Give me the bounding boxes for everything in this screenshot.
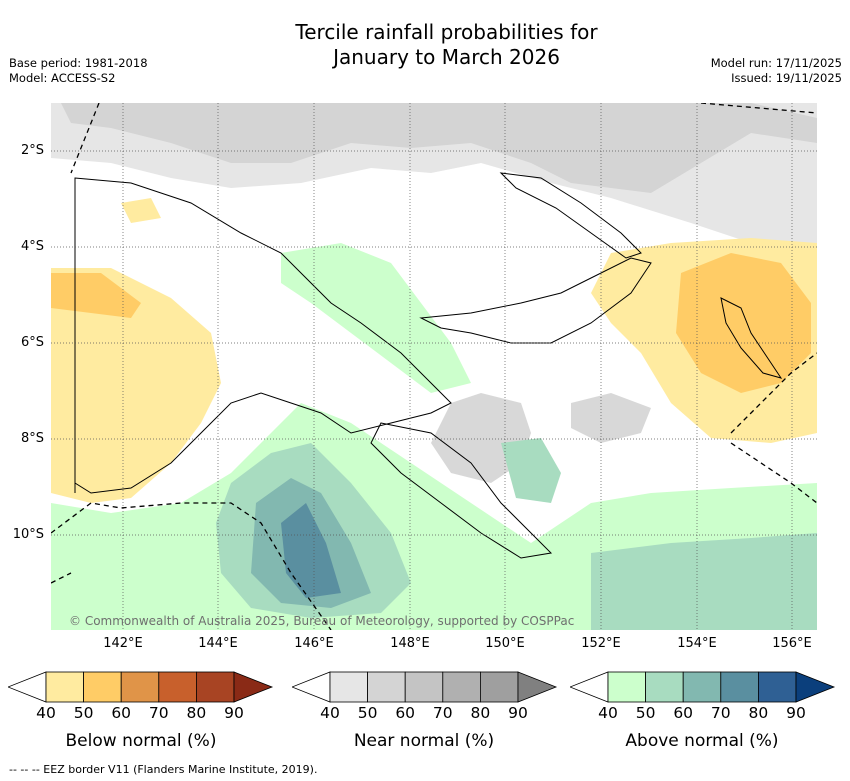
cbar-above-tick-90: 90 <box>786 704 806 722</box>
cbar-above-tick-60: 60 <box>673 704 694 722</box>
cbar-above-arrow-left <box>570 671 609 703</box>
cbar-near-tick-60: 60 <box>395 704 416 722</box>
new-guinea-outline <box>74 177 452 494</box>
colorbar-near <box>292 671 558 703</box>
cbar-near-bin-50 <box>367 671 406 703</box>
eez-border <box>51 103 817 630</box>
above-normal-50-patch <box>501 438 561 503</box>
lon-label-154e: 154°E <box>677 636 717 651</box>
new-ireland-outline <box>499 172 642 259</box>
above-normal-70-south <box>281 503 341 598</box>
cbar-near-tick-80: 80 <box>470 704 491 722</box>
cbar-below-bin-50 <box>83 671 122 703</box>
cbar-near-tick-40: 40 <box>320 704 340 722</box>
cbar-above-bin-40 <box>607 671 646 703</box>
base-period: Base period: 1981-2018 <box>9 56 148 70</box>
cbar-near-tick-90: 90 <box>508 704 528 722</box>
lat-label-2s: 2°S <box>20 143 44 158</box>
lon-label-150e: 150°E <box>485 636 525 651</box>
cbar-near-title: Near normal (%) <box>353 731 495 751</box>
below-normal-50-east <box>676 253 811 393</box>
cbar-below-tick-90: 90 <box>224 704 244 722</box>
cbar-above-arrow-right <box>795 671 836 703</box>
cbar-above-tick-70: 70 <box>710 704 731 722</box>
lat-label-6s: 6°S <box>20 335 44 350</box>
cbar-below-tick-60: 60 <box>111 704 132 722</box>
cbar-near-tick-50: 50 <box>357 704 378 722</box>
cbar-below-bin-60 <box>120 671 160 703</box>
lon-label-144e: 144°E <box>198 636 238 651</box>
cbar-below-bin-40 <box>45 671 84 703</box>
issued-date: Issued: 19/11/2025 <box>731 71 842 85</box>
cbar-above-tick-40: 40 <box>598 704 618 722</box>
cbar-near-bin-70 <box>442 671 481 703</box>
cbar-below-bin-70 <box>158 671 197 703</box>
title-line-2: January to March 2026 <box>333 45 560 69</box>
papuan-peninsula-outline <box>370 422 553 559</box>
below-normal-patch <box>121 198 161 223</box>
cbar-below-tick-70: 70 <box>148 704 169 722</box>
colorbar-above <box>570 671 836 703</box>
cbar-near-tick-70: 70 <box>432 704 453 722</box>
above-normal-50-southeast <box>591 533 817 630</box>
bougainville-outline <box>720 297 783 379</box>
model-run: Model run: 17/11/2025 <box>710 56 842 70</box>
model-name: Model: ACCESS-S2 <box>9 71 116 85</box>
lon-label-156e: 156°E <box>772 636 812 651</box>
lat-label-10s: 10°S <box>12 527 44 542</box>
cbar-above-title: Above normal (%) <box>625 731 779 751</box>
cbar-above-bin-50 <box>645 671 684 703</box>
lat-label-8s: 8°S <box>20 431 44 446</box>
lon-label-152e: 152°E <box>581 636 621 651</box>
near-normal-patch-2 <box>571 393 651 443</box>
cbar-above-bin-80 <box>757 671 797 703</box>
cbar-above-bin-60 <box>682 671 722 703</box>
below-normal-40-west <box>51 268 221 503</box>
graticule <box>51 103 817 630</box>
cbar-below-tick-50: 50 <box>73 704 94 722</box>
below-normal-50-west <box>51 273 141 318</box>
new-britain-outline <box>419 257 652 344</box>
copyright-notice: © Commonwealth of Australia 2025, Bureau… <box>69 614 575 628</box>
cbar-below-tick-80: 80 <box>186 704 207 722</box>
meta-right: Model run: 17/11/2025 Issued: 19/11/2025 <box>711 56 842 86</box>
lon-label-148e: 148°E <box>390 636 430 651</box>
chart-title: Tercile rainfall probabilities for Janua… <box>0 20 850 70</box>
cbar-near-bin-60 <box>404 671 444 703</box>
above-normal-40-central <box>281 243 471 393</box>
lat-label-4s: 4°S <box>20 239 44 254</box>
cbar-near-bin-40 <box>329 671 368 703</box>
cbar-above-tick-50: 50 <box>635 704 656 722</box>
cbar-below-arrow-right <box>233 671 274 703</box>
rainfall-map <box>51 103 817 630</box>
lon-label-146e: 146°E <box>294 636 334 651</box>
cbar-near-arrow-right <box>517 671 558 703</box>
cbar-near-bin-80 <box>479 671 519 703</box>
lon-label-142e: 142°E <box>103 636 143 651</box>
cbar-below-arrow-left <box>8 671 47 703</box>
colorbar-below <box>8 671 274 703</box>
cbar-below-bin-80 <box>195 671 235 703</box>
cbar-above-bin-70 <box>720 671 759 703</box>
near-normal-50-region <box>61 103 817 193</box>
eez-footer-note: -- -- -- EEZ border V11 (Flanders Marine… <box>9 763 318 776</box>
cbar-below-tick-40: 40 <box>36 704 56 722</box>
cbar-below-title: Below normal (%) <box>65 731 217 751</box>
title-line-1: Tercile rainfall probabilities for <box>295 20 598 44</box>
cbar-near-arrow-left <box>292 671 331 703</box>
cbar-above-tick-80: 80 <box>748 704 769 722</box>
meta-left: Base period: 1981-2018 Model: ACCESS-S2 <box>9 56 148 86</box>
